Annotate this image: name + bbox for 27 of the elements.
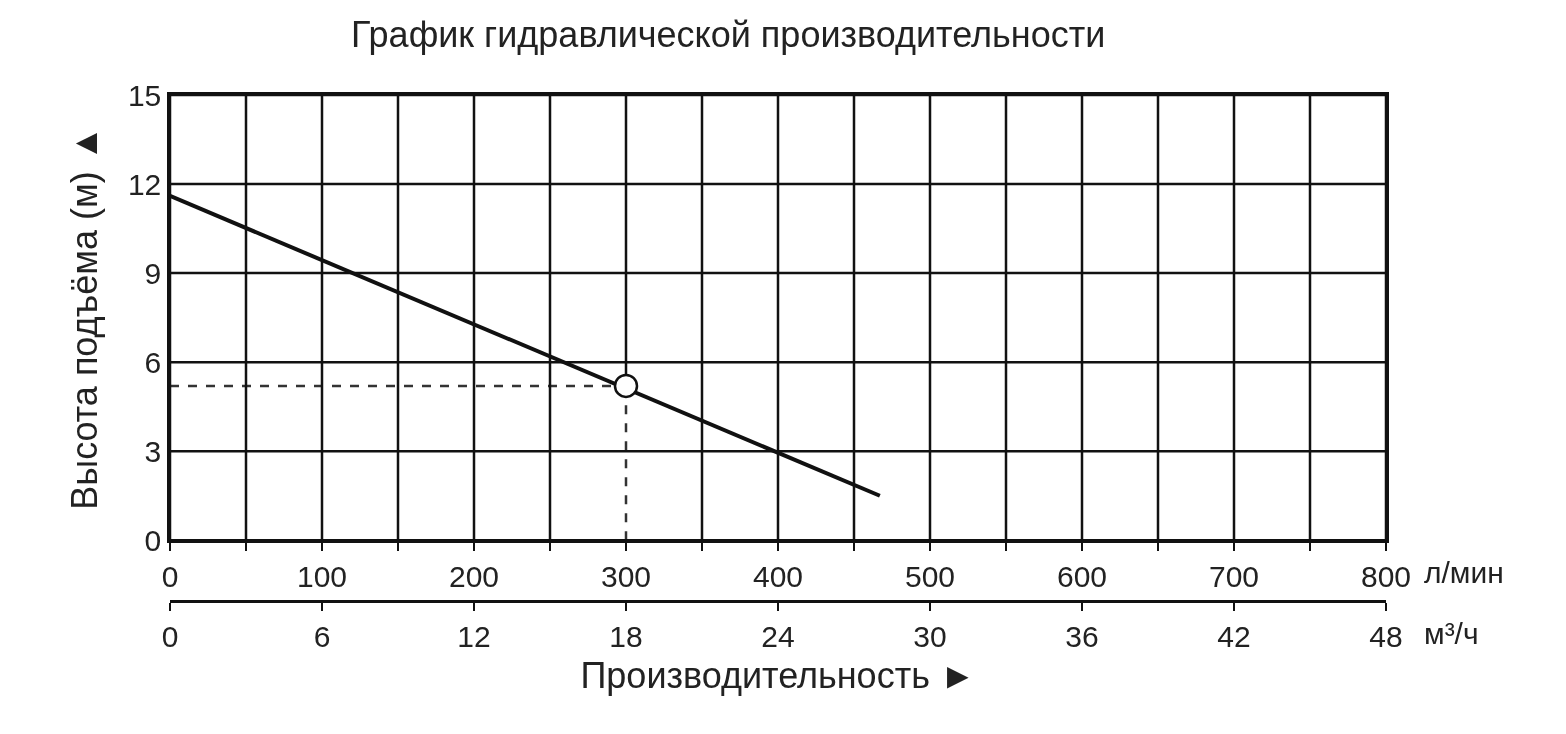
y-tick-label: 12 [127,167,162,201]
y-tick-label: 15 [127,78,162,112]
y-tick-label: 3 [144,434,162,468]
x-tick-label: 400 [752,560,804,594]
y-tick-label: 0 [144,523,162,557]
y-tick-label: 9 [144,256,162,290]
y-tick-label: 6 [144,345,162,379]
x2-tick-label: 42 [1217,620,1251,654]
x-tick-label: 700 [1208,560,1260,594]
x2-tick-label: 36 [1065,620,1099,654]
y-axis-title: Высота подъёма (м) ▲ [63,125,105,510]
x2-tick-label: 48 [1369,620,1403,654]
x2-tick-label: 12 [457,620,491,654]
x-tick-label: 600 [1056,560,1108,594]
text: л/мин [1424,556,1504,589]
x2-tick-label: 30 [913,620,947,654]
text: м³/ч [1424,617,1479,650]
x2-tick-label: 6 [313,620,331,654]
x-tick-label: 500 [904,560,956,594]
x2-tick-label: 24 [761,620,795,654]
chart-title: График гидравлической производительности [351,14,1106,56]
x-tick-label: 800 [1360,560,1412,594]
x2-tick-label: 18 [609,620,643,654]
x-axis-title: Производительность ► [580,654,976,696]
x-tick-label: 100 [296,560,348,594]
x-tick-label: 200 [448,560,500,594]
x-tick-label: 300 [600,560,652,594]
